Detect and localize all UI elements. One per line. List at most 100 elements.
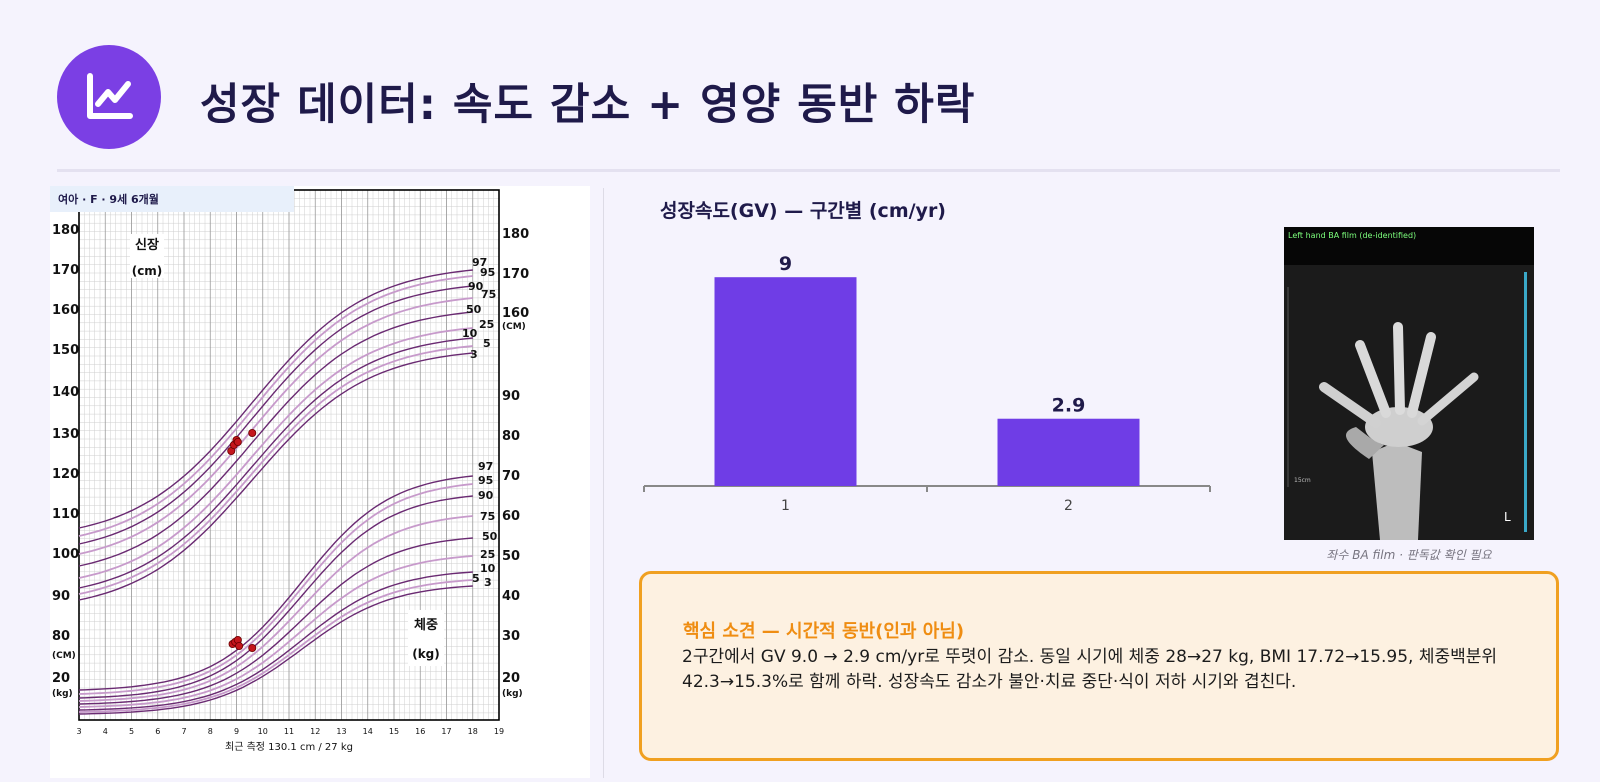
weight-percentile-curve (78, 537, 473, 705)
x-axis-tick: 13 (336, 727, 346, 736)
chart-badge: 여아 · F · 9세 6개월 (58, 192, 159, 206)
right-axis-tick: 50 (502, 549, 520, 564)
line-chart-icon (87, 73, 133, 119)
left-axis-tick: 140 (52, 385, 79, 400)
height-percentile-curve (78, 345, 473, 595)
right-axis-tick: 90 (502, 389, 520, 404)
xray-scale: 15cm (1294, 477, 1311, 484)
weight-percentile-label: 90 (478, 489, 494, 502)
height-unit: (cm) (132, 264, 163, 278)
chart-footer: 최근 측정 130.1 cm / 27 kg (225, 741, 353, 753)
left-axis-tick: 130 (52, 427, 79, 442)
x-axis-tick: 6 (155, 727, 160, 736)
height-percentile-label: 90 (468, 280, 484, 293)
left-axis-tick: 90 (52, 589, 70, 604)
chart-badge-bg (50, 186, 294, 212)
x-axis-tick: 11 (284, 727, 294, 736)
gv-bar-chart: 9 1 2.9 2 (640, 234, 1240, 534)
height-percentile-label: 97 (472, 256, 487, 269)
page-title: 성장 데이터: 속도 감소 + 영양 동반 하락 (200, 80, 976, 130)
weight-percentile-curve (78, 483, 473, 695)
height-percentile-label: 3 (470, 348, 478, 361)
height-label-bg (130, 234, 164, 278)
weight-measurement-point (248, 643, 257, 652)
growth-chart-svg: 여아 · F · 9세 6개월 180 170 160 150 140 130 120 110 1… (50, 186, 590, 778)
right-weight-tick: 20 (502, 671, 520, 686)
x-axis-tick: 3 (76, 727, 81, 736)
left-axis-tick: 120 (52, 467, 79, 482)
growth-chart-panel: 여아 · F · 9세 6개월 180 170 160 150 140 130 120 110 1… (50, 186, 590, 778)
left-axis-tick: 150 (52, 343, 79, 358)
right-axis-tick: 70 (502, 469, 520, 484)
weight-percentile-label: 25 (480, 548, 495, 561)
right-axis-tick: 160 (502, 306, 529, 321)
bar-value-label: 2.9 (1052, 395, 1086, 417)
right-axis-tick: 40 (502, 589, 520, 604)
weight-measurement-point (235, 641, 244, 650)
weight-percentile-label: 3 (484, 576, 492, 589)
height-percentile-curve (78, 352, 473, 601)
left-cm-label: (CM) (52, 651, 76, 661)
height-percentile-curve (78, 269, 473, 529)
xray-side-marker: L (1504, 510, 1511, 524)
height-percentile-label: 25 (479, 318, 494, 331)
bar-1 (714, 277, 857, 486)
hand-xray-svg (1284, 265, 1534, 540)
weight-percentile-label: 50 (482, 530, 498, 543)
weight-percentile-label: 5 (472, 572, 480, 585)
x-axis-tick: 5 (129, 727, 134, 736)
right-kg-label: (kg) (502, 689, 523, 699)
x-axis-tick: 19 (494, 727, 504, 736)
x-axis-tick: 14 (363, 727, 373, 736)
weight-percentile-curve (78, 515, 473, 702)
weight-percentile-curve (78, 571, 473, 711)
weight-label-bg (408, 610, 444, 666)
xray-caption: 좌수 BA film · 판독값 확인 필요 (1326, 548, 1492, 562)
weight-unit: (kg) (412, 647, 440, 661)
bar-value-label: 9 (779, 253, 792, 275)
weight-percentile-label: 75 (480, 510, 495, 523)
weight-percentile-curve (78, 475, 473, 691)
finding-box: 핵심 소견 — 시간적 동반(인과 아님) 2구간에서 GV 9.0 → 2.9… (639, 571, 1559, 761)
height-measurement-point (233, 437, 242, 446)
height-label: 신장 (135, 237, 159, 253)
height-percentile-label: 5 (483, 337, 491, 350)
gv-chart-title: 성장속도(GV) — 구간별 (cm/yr) (660, 200, 946, 222)
weight-percentile-curve (78, 555, 473, 708)
right-axis-tick: 180 (502, 227, 529, 242)
height-percentile-curve (78, 297, 473, 555)
weight-percentile-curve (78, 585, 473, 715)
x-axis-tick: 10 (258, 727, 268, 736)
x-axis-tick: 8 (208, 727, 213, 736)
right-axis-tick: 60 (502, 509, 520, 524)
height-measurement-point (248, 428, 257, 437)
left-axis-tick: 180 (52, 223, 79, 238)
finding-title: 핵심 소견 — 시간적 동반(인과 아님) (683, 621, 965, 642)
weight-percentile-label: 97 (478, 460, 493, 473)
height-percentile-curve (78, 327, 473, 579)
height-percentile-curve (78, 285, 473, 545)
right-cm-label: (CM) (502, 322, 526, 332)
height-percentile-label: 10 (462, 327, 478, 340)
right-axis-tick: 170 (502, 267, 529, 282)
left-axis-tick: 80 (52, 629, 70, 644)
height-percentile-curve (78, 337, 473, 589)
weight-percentile-label: 10 (480, 562, 496, 575)
x-axis-tick: 16 (415, 727, 425, 736)
panel-separator (603, 188, 604, 778)
left-kg-label: (kg) (52, 689, 73, 699)
x-axis-tick: 4 (103, 727, 108, 736)
bar-2 (997, 418, 1140, 486)
height-percentile-curve (78, 275, 473, 537)
height-percentile-label: 50 (466, 303, 482, 316)
x-tick-label: 1 (781, 498, 790, 514)
finding-body: 2구간에서 GV 9.0 → 2.9 cm/yr로 뚜렷이 감소. 동일 시기에… (682, 647, 1498, 692)
percentile-curves (78, 269, 473, 715)
left-axis-tick: 170 (52, 263, 79, 278)
x-axis-tick: 12 (310, 727, 320, 736)
x-axis-tick: 17 (441, 727, 451, 736)
height-percentile-curve (78, 311, 473, 567)
weight-percentile-curve (78, 495, 473, 699)
weight-label: 체중 (414, 618, 438, 633)
weight-percentile-label: 95 (478, 474, 493, 487)
